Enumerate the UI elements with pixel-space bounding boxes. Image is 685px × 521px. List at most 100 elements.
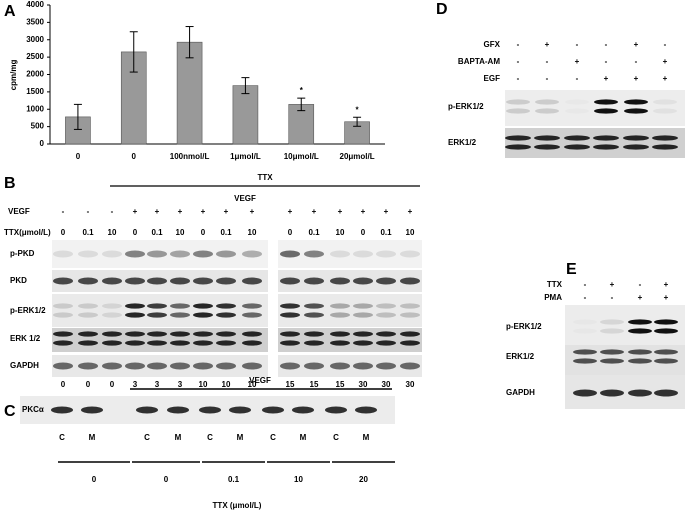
sign: - bbox=[639, 280, 642, 289]
band bbox=[376, 303, 396, 309]
sign: + bbox=[201, 207, 206, 216]
band bbox=[594, 108, 618, 114]
band bbox=[600, 358, 624, 364]
panel-label: D bbox=[436, 1, 448, 18]
lane-label: M bbox=[363, 433, 370, 442]
time-label: 15 bbox=[336, 380, 345, 389]
bar bbox=[176, 41, 203, 145]
band bbox=[147, 250, 167, 258]
group-label: 10 bbox=[294, 475, 303, 484]
sign: - bbox=[576, 40, 579, 49]
sign: - bbox=[517, 74, 520, 83]
row-label: TTX(μmol/L) bbox=[4, 228, 51, 237]
band bbox=[376, 362, 396, 370]
band bbox=[400, 362, 420, 370]
band bbox=[78, 250, 98, 258]
lane-label: 10 bbox=[176, 228, 185, 237]
band bbox=[242, 250, 262, 258]
band bbox=[330, 303, 350, 309]
sign: - bbox=[87, 207, 90, 216]
sign: + bbox=[312, 207, 317, 216]
band-label: ERK1/2 bbox=[506, 352, 535, 361]
y-tick-label: 3500 bbox=[26, 17, 44, 26]
row-label: GFX bbox=[484, 40, 501, 49]
band bbox=[193, 303, 213, 309]
panel-label: B bbox=[4, 175, 16, 192]
lane-label: 0 bbox=[201, 228, 206, 237]
band bbox=[78, 362, 98, 370]
sign: + bbox=[361, 207, 366, 216]
lane-label: 0.1 bbox=[82, 228, 94, 237]
band bbox=[242, 331, 262, 337]
band bbox=[242, 340, 262, 346]
row-label: PMA bbox=[544, 293, 562, 302]
time-label: 0 bbox=[110, 380, 115, 389]
band bbox=[262, 406, 284, 414]
band bbox=[653, 99, 677, 105]
band bbox=[193, 331, 213, 337]
row-label: VEGF bbox=[8, 207, 30, 216]
lane-label: 10 bbox=[406, 228, 415, 237]
stimulus-label: VEGF bbox=[234, 194, 256, 203]
band bbox=[594, 99, 618, 105]
lane-label: C bbox=[333, 433, 339, 442]
band bbox=[53, 362, 73, 370]
band bbox=[353, 340, 373, 346]
x-tick-label: 0 bbox=[132, 152, 137, 161]
band-label: PKD bbox=[10, 276, 27, 285]
band bbox=[654, 349, 678, 355]
band bbox=[535, 99, 559, 105]
band-label: PKCα bbox=[22, 405, 44, 414]
significance-mark: * bbox=[356, 105, 360, 114]
band bbox=[147, 340, 167, 346]
band bbox=[102, 303, 122, 309]
row-label: EGF bbox=[484, 74, 501, 83]
band bbox=[170, 250, 190, 258]
band bbox=[147, 277, 167, 285]
band bbox=[353, 362, 373, 370]
band-label: GAPDH bbox=[506, 388, 535, 397]
band bbox=[534, 135, 560, 141]
band bbox=[534, 144, 560, 150]
blot-background bbox=[278, 294, 422, 327]
lane-label: 0 bbox=[61, 228, 66, 237]
band bbox=[53, 331, 73, 337]
band bbox=[280, 362, 300, 370]
lane-label: M bbox=[175, 433, 182, 442]
sign: + bbox=[664, 293, 669, 302]
band bbox=[125, 277, 145, 285]
row-label: TTX bbox=[547, 280, 563, 289]
y-tick-label: 1500 bbox=[26, 87, 44, 96]
band bbox=[170, 331, 190, 337]
band bbox=[125, 340, 145, 346]
band bbox=[125, 312, 145, 318]
band bbox=[136, 406, 158, 414]
band bbox=[229, 406, 251, 414]
band bbox=[353, 250, 373, 258]
band bbox=[53, 277, 73, 285]
band bbox=[304, 362, 324, 370]
band bbox=[506, 108, 530, 114]
blot-background bbox=[278, 328, 422, 352]
panel-label: C bbox=[4, 403, 16, 420]
sign: + bbox=[664, 280, 669, 289]
band bbox=[400, 312, 420, 318]
panel-label: A bbox=[4, 3, 16, 20]
panel-label: E bbox=[566, 261, 577, 278]
band bbox=[147, 362, 167, 370]
sign: - bbox=[517, 57, 520, 66]
band bbox=[564, 144, 590, 150]
group-label: 0 bbox=[92, 475, 97, 484]
band bbox=[167, 406, 189, 414]
band bbox=[565, 99, 589, 104]
lane-label: 10 bbox=[248, 228, 257, 237]
band bbox=[304, 250, 324, 258]
treatment-label: TTX bbox=[257, 173, 273, 182]
sign: + bbox=[634, 40, 639, 49]
x-tick-label: 0 bbox=[76, 152, 81, 161]
lane-label: 0 bbox=[288, 228, 293, 237]
band bbox=[102, 362, 122, 370]
band bbox=[573, 358, 597, 364]
lane-label: M bbox=[89, 433, 96, 442]
